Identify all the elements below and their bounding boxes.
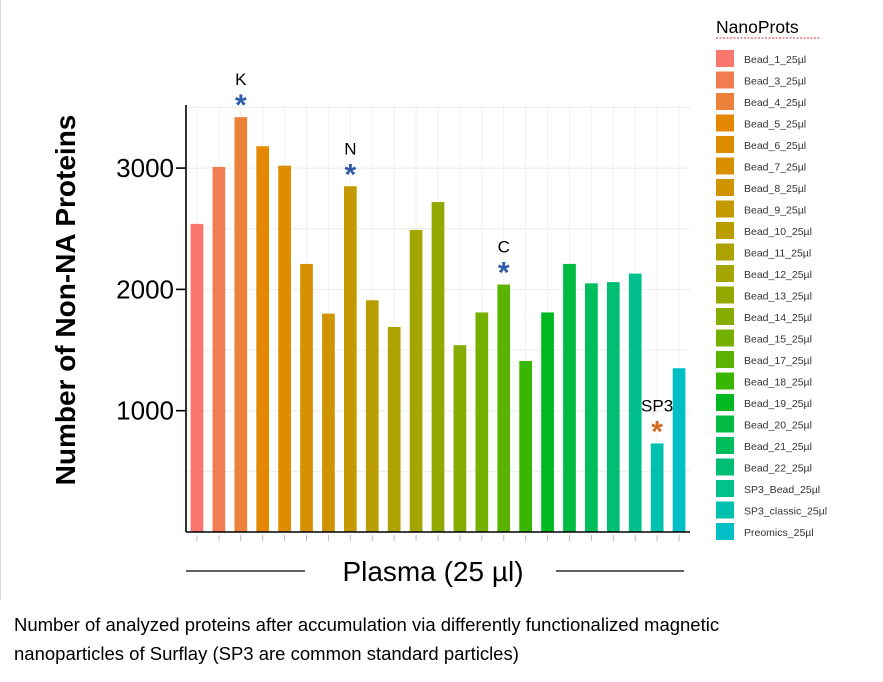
annotation-label: SP3 (641, 396, 673, 415)
significance-asterisk: * (498, 257, 510, 290)
legend-label: Bead_15_25µl (744, 334, 812, 346)
legend-swatch (716, 372, 734, 390)
legend-swatch (716, 50, 734, 67)
legend-swatch (716, 243, 734, 261)
legend-label: Preomics_25µl (744, 527, 814, 539)
bar (234, 117, 248, 533)
bar (585, 283, 598, 532)
bar (650, 443, 664, 532)
bar (475, 312, 489, 532)
bar (365, 300, 379, 532)
legend-swatch (716, 329, 734, 347)
frame-border (0, 0, 1, 600)
bar (672, 368, 686, 532)
legend: Bead_1_25µl Bead_3_25µl Bead_4_25µl Bead_5_… (716, 50, 827, 540)
legend-swatch (716, 179, 734, 196)
legend-swatch (716, 136, 734, 153)
annotation-label: K (235, 70, 247, 89)
legend-swatch (716, 437, 734, 454)
legend-label: Bead_11_25µl (744, 248, 811, 260)
legend-label: Bead_7_25µl (744, 162, 806, 174)
bar (322, 313, 335, 532)
bar (628, 273, 642, 532)
legend-label: Bead_18_25µl (744, 377, 812, 389)
legend-swatch (716, 523, 734, 540)
significance-asterisk: * (651, 415, 663, 448)
axes: 1000 2000 3000 (116, 105, 690, 541)
bar (212, 166, 226, 533)
bar (563, 263, 576, 532)
legend-label: Bead_6_25µl (744, 140, 806, 152)
legend-swatch (716, 480, 734, 497)
bar (256, 146, 270, 532)
y-tick-label: 3000 (116, 153, 174, 183)
legend-label: Bead_12_25µl (744, 269, 812, 281)
bar (606, 282, 620, 532)
bar (387, 326, 401, 532)
caption-line-2: nanoparticles of Surflay (SP3 are common… (14, 643, 519, 664)
significance-asterisk: * (345, 158, 357, 191)
annotation-label: N (344, 139, 356, 158)
bar (497, 284, 511, 532)
legend-label: Bead_8_25µl (744, 183, 806, 195)
bar (409, 229, 423, 532)
bar (278, 165, 291, 532)
legend-label: Bead_1_25µl (744, 54, 806, 66)
y-tick-label: 2000 (116, 274, 174, 304)
legend-swatch (716, 286, 734, 304)
y-tick-label: 1000 (116, 396, 174, 426)
bar (519, 360, 533, 532)
legend-label: Bead_3_25µl (744, 76, 806, 88)
bar (453, 345, 467, 532)
legend-label: Bead_10_25µl (744, 226, 812, 238)
legend-swatch (716, 200, 734, 218)
legend-label: Bead_22_25µl (744, 463, 812, 475)
legend-swatch (716, 114, 734, 132)
legend-label: Bead_13_25µl (744, 291, 812, 303)
legend-swatch (716, 415, 734, 433)
bar (541, 312, 554, 532)
legend-swatch (716, 394, 734, 411)
legend-swatch (716, 265, 734, 282)
legend-label: Bead_20_25µl (744, 420, 812, 432)
legend-label: Bead_5_25µl (744, 119, 806, 131)
legend-swatch (716, 351, 734, 368)
legend-label: Bead_9_25µl (744, 205, 806, 217)
bar (190, 223, 204, 532)
figure-caption: Number of analyzed proteins after accumu… (14, 610, 874, 668)
legend-label: Bead_17_25µl (744, 355, 812, 367)
legend-swatch (716, 157, 734, 175)
legend-label: SP3_classic_25µl (744, 506, 827, 518)
caption-line-1: Number of analyzed proteins after accumu… (14, 614, 720, 635)
legend-swatch (716, 308, 734, 325)
legend-swatch (716, 222, 734, 239)
legend-label: Bead_19_25µl (744, 398, 812, 410)
annotations: *K*N*C*SP3 (235, 70, 673, 448)
legend-swatch (716, 93, 734, 110)
bar (343, 186, 357, 532)
y-axis-label: Number of Non-NA Proteins (50, 115, 81, 486)
bars (190, 117, 686, 533)
bar (431, 202, 445, 532)
legend-title: NanoProts (716, 17, 799, 37)
legend-swatch (716, 71, 734, 89)
legend-label: Bead_21_25µl (744, 441, 812, 453)
legend-label: Bead_14_25µl (744, 312, 812, 324)
significance-asterisk: * (235, 89, 247, 122)
legend-label: SP3_Bead_25µl (744, 484, 820, 496)
legend-swatch (716, 501, 734, 519)
bar (300, 263, 313, 532)
x-axis-label: Plasma (25 µl) (342, 556, 523, 587)
annotation-label: C (498, 238, 510, 257)
legend-swatch (716, 458, 734, 476)
legend-label: Bead_4_25µl (744, 97, 806, 109)
